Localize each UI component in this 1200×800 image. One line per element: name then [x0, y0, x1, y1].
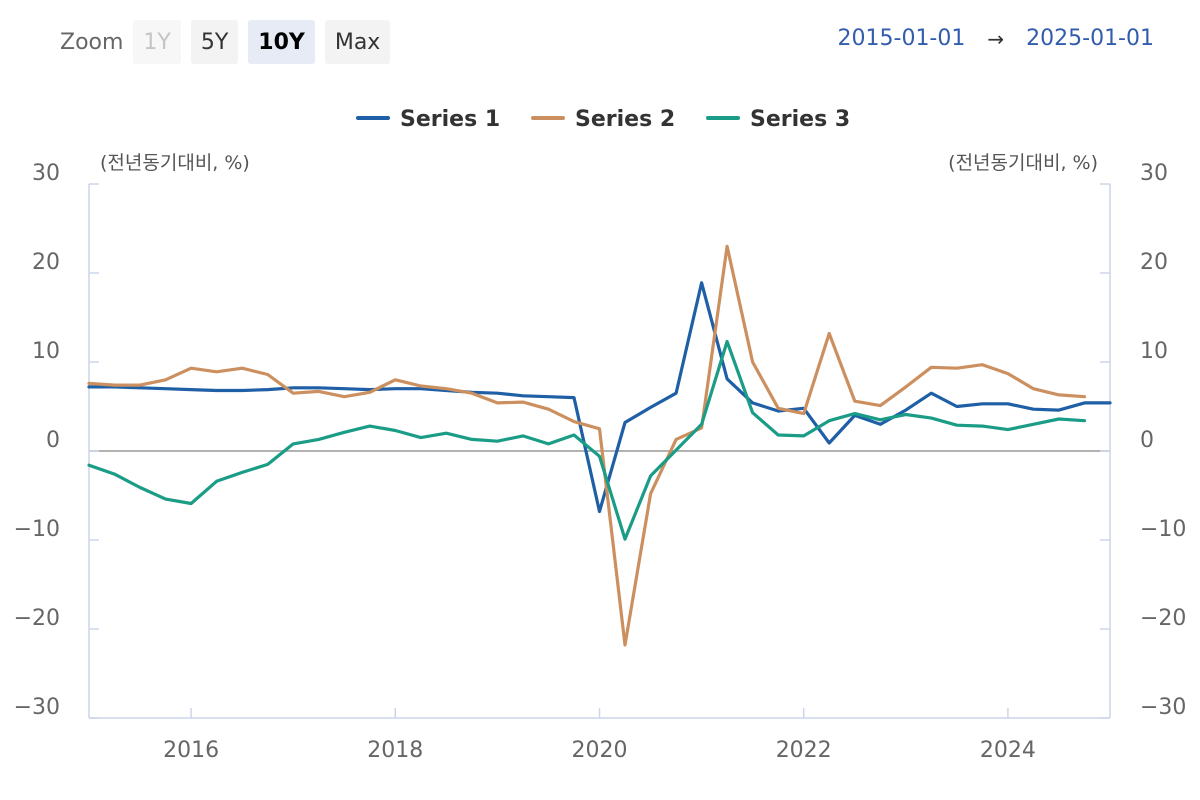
zoom-10y-button[interactable]: 10Y — [248, 20, 315, 64]
y-tick-label-right: 20 — [1140, 250, 1168, 275]
legend-label: Series 1 — [400, 107, 500, 132]
zoom-5y-button[interactable]: 5Y — [190, 20, 239, 64]
y-tick-label-right: 0 — [1140, 428, 1154, 453]
y-tick-label-left: −20 — [14, 606, 60, 631]
series-lines — [87, 244, 1112, 647]
date-range: 2015-01-01 → 2025-01-01 — [838, 26, 1154, 51]
x-tick-label: 2022 — [776, 738, 832, 763]
left-axis-unit-label: (전년동기대비, %) — [100, 152, 250, 174]
y-tick-label-left: −10 — [14, 517, 60, 542]
legend-item-series-3[interactable]: Series 3 — [706, 107, 850, 132]
y-tick-label-left: 20 — [32, 250, 60, 275]
x-tick-label: 2020 — [572, 738, 628, 763]
series-line-2 — [87, 244, 1087, 647]
y-tick-label-left: −30 — [14, 695, 60, 720]
zoom-max-button[interactable]: Max — [324, 20, 391, 64]
right-axis-unit-label: (전년동기대비, %) — [948, 152, 1098, 174]
range-from-input[interactable]: 2015-01-01 — [837, 26, 966, 51]
range-arrow-icon: → — [987, 26, 1005, 51]
legend[interactable]: Series 1 Series 2 Series 3 — [356, 107, 850, 132]
zoom-toolbar: Zoom 1Y 5Y 10Y Max — [60, 20, 400, 64]
legend-item-series-1[interactable]: Series 1 — [356, 107, 500, 132]
series-line-1 — [87, 281, 1112, 514]
legend-item-series-2[interactable]: Series 2 — [531, 107, 675, 132]
x-tick-label: 2018 — [367, 738, 423, 763]
x-tick-label: 2024 — [980, 738, 1036, 763]
y-tick-label-right: −30 — [1140, 695, 1186, 720]
y-tick-label-right: 30 — [1140, 161, 1168, 186]
y-tick-label-left: 30 — [32, 161, 60, 186]
range-to-input[interactable]: 2025-01-01 — [1026, 26, 1154, 51]
y-tick-label-right: −20 — [1140, 606, 1186, 631]
zoom-1y-button[interactable]: 1Y — [133, 20, 181, 64]
y-tick-label-left: 0 — [46, 428, 60, 453]
zoom-label: Zoom — [60, 29, 124, 55]
legend-label: Series 2 — [575, 107, 675, 132]
legend-label: Series 3 — [750, 107, 850, 132]
y-tick-label-right: 10 — [1140, 339, 1168, 364]
x-tick-label: 2016 — [163, 738, 219, 763]
series-line-3 — [87, 339, 1087, 541]
y-tick-label-left: 10 — [32, 339, 60, 364]
y-tick-label-right: −10 — [1140, 517, 1186, 542]
